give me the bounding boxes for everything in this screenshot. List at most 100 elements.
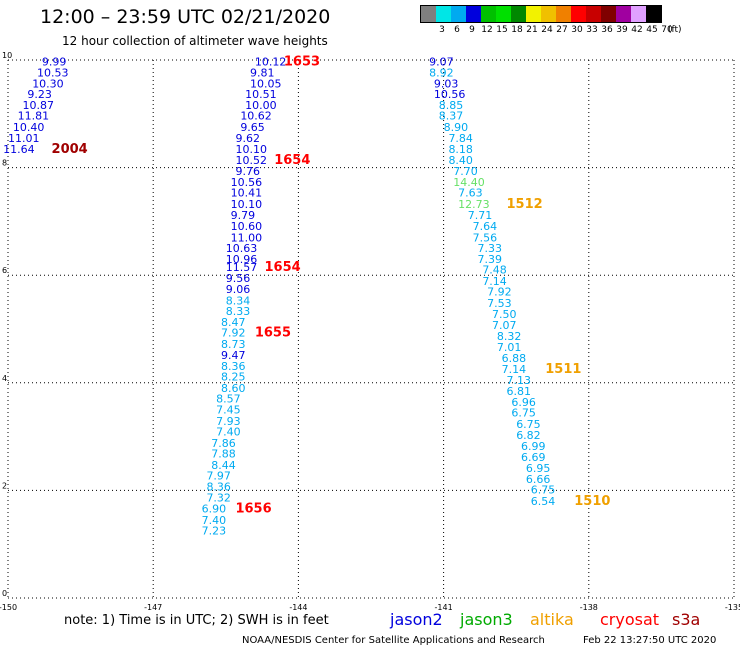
wave-height-label: 8.36 bbox=[221, 360, 246, 373]
wave-height-label: 10.41 bbox=[231, 187, 263, 200]
wave-height-label: 8.33 bbox=[226, 305, 251, 318]
page-title: 12:00 – 23:59 UTC 02/21/2020 bbox=[40, 6, 331, 28]
wave-height-label: 8.34 bbox=[226, 294, 251, 307]
wave-height-label: 10.52 bbox=[235, 154, 266, 167]
wave-height-label: 11.00 bbox=[231, 231, 263, 244]
wave-height-label: 10.56 bbox=[231, 176, 263, 189]
wave-height-label: 9.76 bbox=[235, 165, 259, 178]
wave-height-label: 6.96 bbox=[511, 396, 536, 409]
pass-time-label: 1511 bbox=[545, 362, 581, 377]
color-scale-label: 42 bbox=[631, 25, 643, 35]
wave-height-label: 9.99 bbox=[42, 55, 67, 68]
wave-height-label: 6.88 bbox=[502, 352, 527, 365]
wave-height-label: 7.71 bbox=[468, 209, 493, 222]
color-scale-label: 12 bbox=[481, 25, 493, 35]
wave-height-label: 7.70 bbox=[453, 165, 478, 178]
color-scale-label: 45 bbox=[646, 25, 658, 35]
color-scale-cell bbox=[511, 6, 526, 22]
wave-height-label: 7.50 bbox=[492, 308, 517, 321]
color-scale-cell bbox=[586, 6, 601, 22]
wave-height-label: 9.06 bbox=[226, 283, 251, 296]
wave-height-label: 6.95 bbox=[526, 462, 551, 475]
footer-credit: NOAA/NESDIS Center for Satellite Applica… bbox=[242, 635, 545, 646]
wave-height-label: 6.75 bbox=[511, 407, 536, 420]
wave-height-label: 7.56 bbox=[473, 231, 498, 244]
pass-time-label: 1510 bbox=[574, 494, 610, 509]
x-tick-label: -147 bbox=[144, 603, 162, 612]
wave-height-label: 8.92 bbox=[429, 67, 454, 80]
color-scale-cell bbox=[646, 6, 661, 22]
wave-height-label: 10.62 bbox=[240, 110, 272, 123]
color-scale-cell bbox=[541, 6, 556, 22]
x-tick-label: -135 bbox=[725, 603, 740, 612]
wave-height-label: 10.12 bbox=[255, 55, 287, 68]
wave-height-label: 10.53 bbox=[37, 67, 69, 80]
color-scale-cell bbox=[451, 6, 466, 22]
pass-time-label: 1512 bbox=[507, 197, 543, 212]
wave-height-label: 7.14 bbox=[482, 275, 507, 288]
wave-height-label: 7.53 bbox=[487, 297, 512, 310]
wave-height-label: 10.56 bbox=[434, 88, 466, 101]
wave-height-label: 10.87 bbox=[23, 99, 55, 112]
wave-height-label: 7.07 bbox=[492, 319, 517, 332]
wave-height-label: 10.51 bbox=[245, 88, 277, 101]
color-scale-cell bbox=[436, 6, 451, 22]
color-scale-cell bbox=[466, 6, 481, 22]
wave-height-label: 7.23 bbox=[202, 525, 227, 538]
color-scale-label: 21 bbox=[526, 25, 538, 35]
wave-height-label: 9.07 bbox=[429, 55, 454, 68]
wave-height-label: 9.23 bbox=[27, 88, 52, 101]
color-scale-label: 36 bbox=[601, 25, 613, 35]
pass-time-label: 1654 bbox=[274, 153, 310, 168]
color-scale-label: 24 bbox=[541, 25, 553, 35]
pass-time-label: 1655 bbox=[255, 326, 291, 341]
wave-height-label: 7.13 bbox=[507, 374, 532, 387]
wave-height-label: 7.92 bbox=[221, 327, 246, 340]
color-scale-cell bbox=[496, 6, 511, 22]
color-scale-cell bbox=[421, 6, 436, 22]
x-tick-label: -138 bbox=[580, 603, 598, 612]
wave-height-label: 7.92 bbox=[487, 286, 512, 299]
color-scale-cell bbox=[526, 6, 541, 22]
wave-height-label: 6.81 bbox=[507, 385, 532, 398]
wave-height-label: 7.48 bbox=[482, 264, 507, 277]
color-scale-cell bbox=[601, 6, 616, 22]
wave-height-label: 6.99 bbox=[521, 440, 546, 453]
wave-height-label: 14.40 bbox=[453, 176, 485, 189]
footer-timestamp: Feb 22 13:27:50 UTC 2020 bbox=[583, 635, 717, 646]
legend-item-cryosat: cryosat bbox=[600, 610, 660, 629]
wave-height-label: 11.64 bbox=[3, 143, 35, 156]
y-tick-label: 6 bbox=[2, 266, 7, 275]
color-scale-label: 15 bbox=[496, 25, 508, 35]
color-scale-label: 27 bbox=[556, 25, 568, 35]
wave-height-label: 10.10 bbox=[235, 143, 266, 156]
wave-height-label: 9.79 bbox=[231, 209, 256, 222]
wave-height-label: 6.66 bbox=[526, 473, 551, 486]
wave-height-label: 11.01 bbox=[8, 132, 40, 145]
wave-height-label: 7.40 bbox=[202, 514, 227, 527]
wave-height-label: 6.90 bbox=[202, 502, 227, 515]
wave-height-label: 8.40 bbox=[448, 154, 473, 167]
wave-height-label: 10.10 bbox=[231, 198, 263, 211]
color-scale-label: 3 bbox=[439, 25, 445, 35]
y-tick-label: 10 bbox=[2, 51, 12, 60]
wave-height-label: 8.25 bbox=[221, 371, 246, 384]
wave-height-label: 7.97 bbox=[206, 470, 231, 483]
wave-height-label: 10.00 bbox=[245, 99, 277, 112]
x-tick-label: -141 bbox=[435, 603, 453, 612]
y-tick-label: 8 bbox=[2, 159, 7, 168]
y-tick-label: 0 bbox=[2, 589, 7, 598]
color-scale-label: 18 bbox=[511, 25, 523, 35]
color-scale: 3 6 9 12 15 18 21 24 27 30 33 36 39 42 45 70 (ft) bbox=[420, 5, 682, 37]
color-scale-label: 6 bbox=[454, 25, 460, 35]
color-scale-bar bbox=[420, 5, 662, 23]
wave-height-label: 10.63 bbox=[226, 242, 257, 255]
pass-time-label: 2004 bbox=[52, 142, 88, 157]
legend-item-jason2: jason2 bbox=[390, 610, 443, 629]
wave-height-label: 6.69 bbox=[521, 451, 546, 464]
wave-height-label: 8.85 bbox=[439, 99, 464, 112]
color-scale-label: 30 bbox=[571, 25, 583, 35]
wave-height-label: 11.57 bbox=[226, 261, 257, 274]
wave-height-label: 7.45 bbox=[216, 403, 241, 416]
legend-item-altika: altika bbox=[530, 610, 574, 629]
